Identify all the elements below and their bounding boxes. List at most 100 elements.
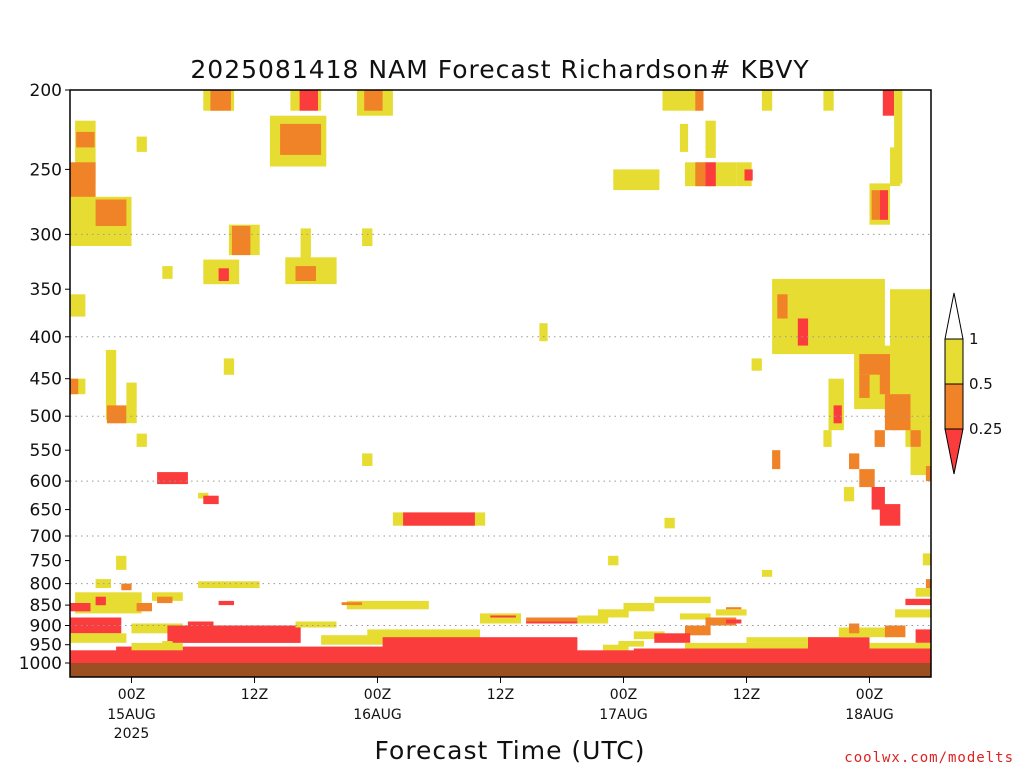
heatmap-cell bbox=[695, 162, 706, 187]
y-tick-label: 600 bbox=[30, 472, 62, 492]
heatmap-cell bbox=[76, 131, 95, 148]
y-tick-label: 950 bbox=[30, 636, 62, 656]
heatmap-cell bbox=[685, 625, 711, 636]
heatmap-cell bbox=[726, 619, 742, 624]
heatmap-cell bbox=[280, 123, 322, 155]
heatmap-cell bbox=[131, 642, 183, 653]
colorbar-bin-0.25-0.5 bbox=[944, 383, 964, 430]
y-tick-label: 250 bbox=[30, 160, 62, 180]
heatmap-cell bbox=[751, 358, 762, 371]
x-tick-date: 16AUG bbox=[353, 707, 402, 723]
y-tick-label: 1000 bbox=[19, 654, 62, 674]
y-tick-label: 200 bbox=[30, 81, 62, 101]
heatmap-cell bbox=[480, 613, 521, 624]
heatmap-cell bbox=[894, 90, 903, 184]
colorbar-label: 0.5 bbox=[969, 375, 993, 393]
heatmap-cell bbox=[346, 600, 429, 610]
heatmap-cell bbox=[890, 147, 901, 187]
heatmap-cell bbox=[162, 266, 173, 279]
heatmap-cell bbox=[106, 405, 127, 424]
heatmap-cell bbox=[105, 349, 117, 420]
heatmap-cell bbox=[295, 266, 316, 281]
heatmap-cell bbox=[152, 592, 183, 601]
heatmap-cell bbox=[705, 120, 716, 158]
plot-frame bbox=[69, 89, 932, 678]
heatmap-cell bbox=[490, 615, 516, 618]
heatmap-cell bbox=[879, 504, 901, 526]
heatmap-cell bbox=[70, 162, 96, 204]
heatmap-cell bbox=[679, 123, 689, 152]
x-tick-label: 12Z bbox=[487, 687, 514, 703]
heatmap-cell bbox=[403, 512, 475, 526]
heatmap-cell bbox=[231, 225, 251, 256]
heatmap-cell bbox=[726, 607, 742, 610]
colorbar-bin-0.5-1 bbox=[944, 338, 964, 385]
heatmap-cell bbox=[70, 378, 79, 395]
heatmap-cell bbox=[126, 382, 137, 424]
heatmap-cell bbox=[299, 90, 318, 111]
heatmap-cell bbox=[890, 412, 901, 431]
y-tick-label: 800 bbox=[30, 575, 62, 595]
heatmap-cell bbox=[210, 90, 231, 111]
y-tick-label: 350 bbox=[30, 280, 62, 300]
heatmap-cell bbox=[695, 90, 704, 111]
heatmap-cell bbox=[70, 633, 127, 643]
heatmap-cell bbox=[198, 492, 209, 499]
heatmap-cell bbox=[136, 433, 147, 447]
heatmap-cell bbox=[882, 90, 895, 116]
y-tick-label: 900 bbox=[30, 617, 62, 637]
heatmap-cell bbox=[70, 657, 931, 663]
x-tick-label: 00Z bbox=[364, 687, 391, 703]
heatmap-cell bbox=[895, 609, 931, 618]
heatmap-cell bbox=[879, 190, 888, 220]
heatmap-cell bbox=[218, 268, 229, 281]
heatmap-cell bbox=[167, 625, 301, 643]
x-tick-date: 18AUG bbox=[845, 707, 894, 723]
heatmap-cell bbox=[364, 90, 383, 111]
gridlines bbox=[70, 233, 931, 626]
heatmap-cell bbox=[915, 629, 931, 643]
heatmap-cell bbox=[662, 90, 701, 111]
heatmap-cell bbox=[223, 358, 235, 375]
heatmap-cell bbox=[131, 623, 183, 634]
heatmap-cell bbox=[772, 450, 781, 470]
y-tick-label: 300 bbox=[30, 225, 62, 245]
heatmap-cell bbox=[121, 583, 132, 591]
x-tick-label: 00Z bbox=[610, 687, 637, 703]
heatmap-cell bbox=[874, 430, 885, 447]
heatmap-cell bbox=[871, 487, 885, 510]
heatmap-cell bbox=[915, 588, 931, 597]
heatmap-cell bbox=[295, 621, 337, 628]
heatmap-cell bbox=[116, 555, 127, 570]
colorbar-label: 0.25 bbox=[969, 420, 1002, 438]
chart-title: 2025081418 NAM Forecast Richardson# KBVY bbox=[190, 55, 809, 84]
heatmap-cell bbox=[664, 517, 675, 529]
heatmap-cell bbox=[833, 405, 842, 424]
heatmap-cell bbox=[341, 602, 363, 606]
x-tick-date: 17AUG bbox=[599, 707, 648, 723]
colorbar-label: 1 bbox=[969, 330, 979, 348]
x-tick-date: 15AUG bbox=[107, 707, 156, 723]
heatmap-cell bbox=[715, 609, 747, 616]
heatmap-cell bbox=[608, 555, 619, 566]
heatmap-cell bbox=[910, 446, 931, 476]
y-tick-label: 550 bbox=[30, 441, 62, 461]
heatmap-cell bbox=[884, 625, 906, 638]
heatmap-cell bbox=[859, 374, 870, 398]
heatmap-cell bbox=[871, 190, 880, 220]
x-tick-label: 00Z bbox=[856, 687, 883, 703]
heatmap-cell bbox=[849, 453, 860, 470]
heatmap-cell bbox=[362, 453, 373, 466]
heatmap-cell bbox=[618, 641, 644, 647]
ground-band bbox=[70, 663, 931, 677]
heatmap-cell bbox=[910, 430, 921, 447]
x-axis-title: Forecast Time (UTC) bbox=[375, 736, 646, 765]
heatmap-cell bbox=[362, 228, 373, 247]
x-tick-label: 12Z bbox=[733, 687, 760, 703]
heatmap-cell bbox=[623, 603, 655, 612]
heatmap-cell bbox=[70, 650, 931, 660]
colorbar-bin-lt0.25 bbox=[944, 428, 964, 475]
heatmap-cell bbox=[218, 600, 234, 606]
heatmap-cell bbox=[198, 581, 260, 588]
heatmap-cell bbox=[797, 318, 809, 346]
